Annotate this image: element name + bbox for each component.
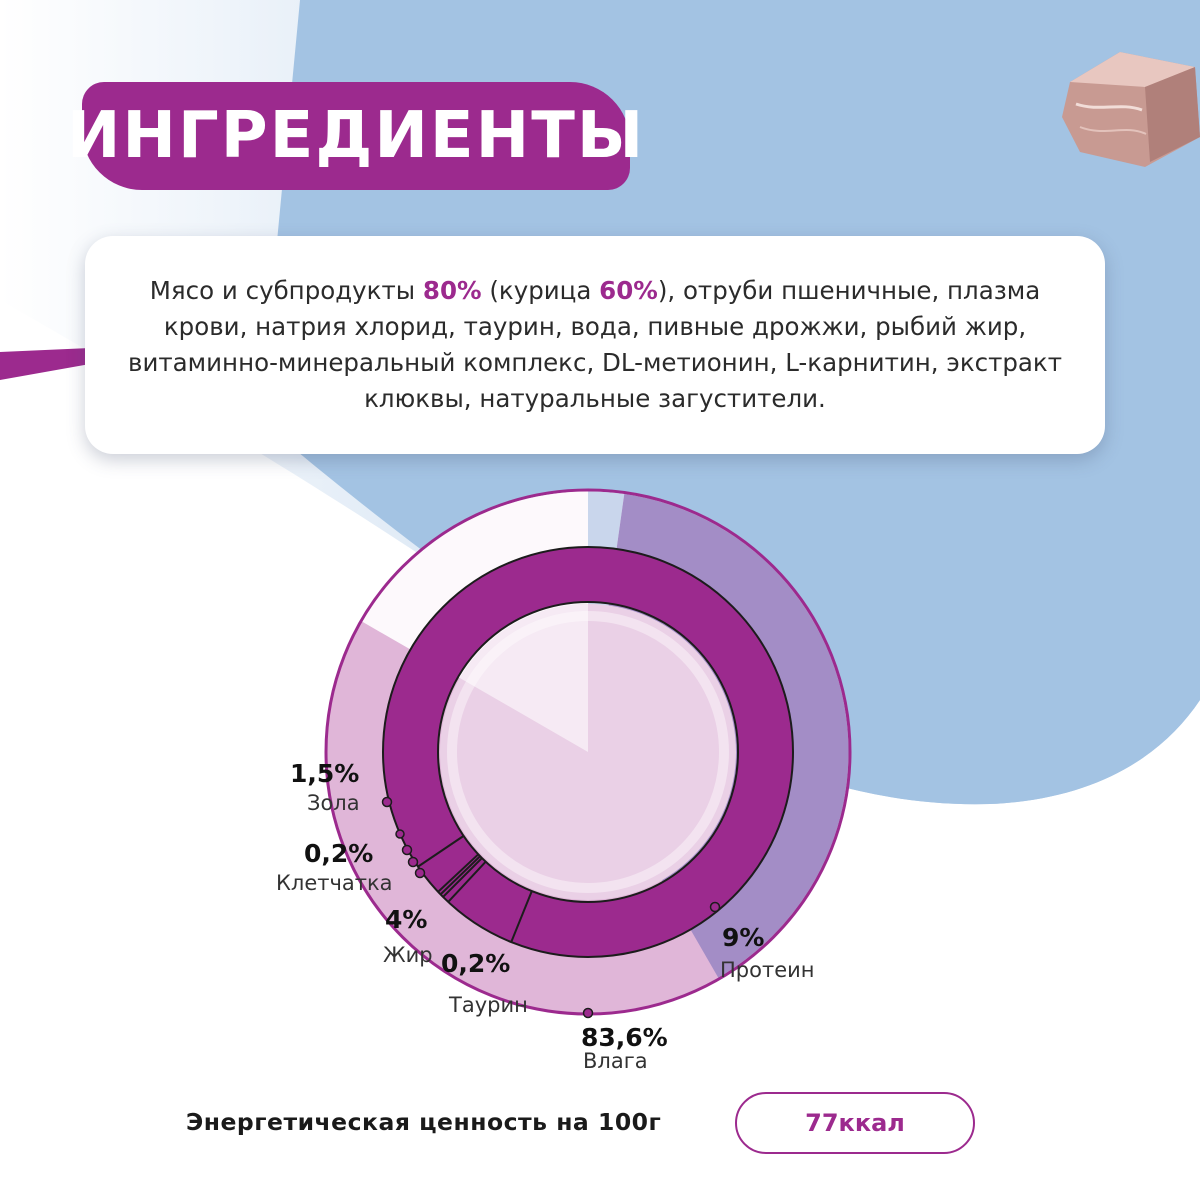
- purple-swoosh: [0, 348, 90, 380]
- slice-name-label: Жир: [383, 943, 433, 967]
- meat-percent-highlight: 80%: [422, 276, 482, 305]
- slice-name-label: Клетчатка: [276, 871, 393, 895]
- extra-marker-dot: [395, 829, 405, 839]
- slice-marker: [709, 901, 721, 913]
- slice-value-label: 83,6%: [581, 1023, 668, 1052]
- segment-divider: [437, 853, 479, 893]
- energy-value-badge: 77ккал: [735, 1092, 975, 1154]
- segment-divider: [417, 835, 465, 868]
- ingredients-text: Мясо и субпродукты 80% (курица 60%), отр…: [128, 273, 1062, 417]
- slice-name-label: Влага: [583, 1049, 648, 1073]
- slice-marker: [401, 844, 413, 856]
- chicken-percent-highlight: 60%: [599, 276, 658, 305]
- segment-divider: [439, 855, 481, 896]
- ingredients-card: Мясо и субпродукты 80% (курица 60%), отр…: [85, 236, 1105, 454]
- slice-name-label: Зола: [307, 791, 360, 815]
- slice-value-label: 0,2%: [304, 839, 373, 868]
- slice-marker: [582, 1007, 594, 1019]
- donut-ring: [383, 547, 793, 957]
- slice-value-label: 9%: [722, 923, 764, 952]
- slice-name-label: Таурин: [448, 993, 528, 1017]
- slice-marker: [414, 867, 426, 879]
- energy-label: Энергетическая ценность на 100г: [186, 1108, 662, 1136]
- center-light-sector: [459, 604, 588, 752]
- page-title: ИНГРЕДИЕНТЫ: [67, 82, 643, 190]
- slice-name-label: Протеин: [720, 958, 815, 982]
- slice-marker: [381, 796, 393, 808]
- donut-inner-edge: [437, 601, 739, 903]
- ingredients-line: крови, натрия хлорид, таурин, вода, пивн…: [163, 312, 1027, 341]
- donut-outer-edge: [382, 546, 794, 958]
- ingredients-line: Мясо и субпродукты 80% (курица 60%), отр…: [149, 276, 1041, 305]
- ingredients-line: витаминно-минеральный комплекс, DL-метио…: [128, 348, 1062, 377]
- segment-divider: [442, 857, 483, 898]
- segment-divider: [447, 861, 487, 903]
- slice-value-label: 1,5%: [290, 759, 359, 788]
- segment-divider: [510, 890, 533, 943]
- slice-value-label: 0,2%: [441, 949, 510, 978]
- meat-piece-image: [1062, 52, 1200, 167]
- slice-marker: [407, 856, 419, 868]
- ingredients-line: клюквы, натуральные загустители.: [364, 384, 826, 413]
- slice-value-label: 4%: [385, 905, 427, 934]
